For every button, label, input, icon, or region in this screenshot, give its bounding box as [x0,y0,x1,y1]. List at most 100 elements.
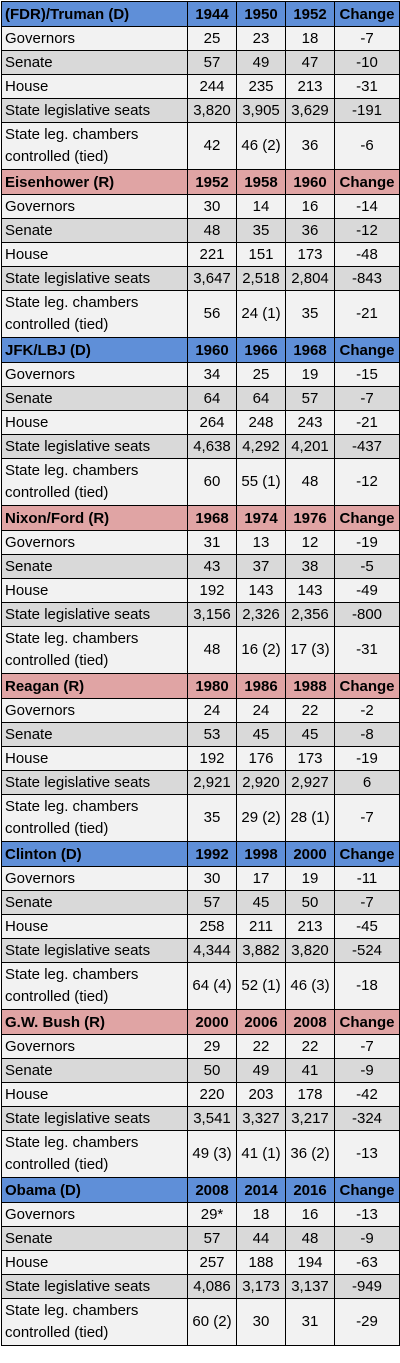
governors-row: Governors 29* 18 16 -13 [1,1202,400,1227]
senate-row: Senate 57 45 50 -7 [1,890,400,915]
year-value: 34 [187,362,237,387]
year-header: 2014 [236,1177,286,1203]
year-header: 1952 [285,1,335,27]
change-value: -13 [334,1130,400,1178]
administration-header-row: Reagan (R) 1980 1986 1988 Change [1,673,400,699]
year-value: 178 [285,1082,335,1107]
year-value: 264 [187,410,237,435]
change-value: -7 [334,386,400,411]
change-value: -7 [334,794,400,842]
governors-row: Governors 25 23 18 -7 [1,26,400,51]
change-value: -42 [334,1082,400,1107]
year-value: 23 [236,26,286,51]
change-value: -7 [334,890,400,915]
row-label: State legislative seats [1,266,188,291]
house-row: House 264 248 243 -21 [1,410,400,435]
state-seats-row: State legislative seats 4,086 3,173 3,137 -9… [1,1274,400,1299]
year-header: 2008 [187,1177,237,1203]
row-label: Senate [1,1058,188,1083]
senate-row: Senate 57 44 48 -9 [1,1226,400,1251]
row-label-line-1: State leg. chambers [5,1302,139,1319]
administration-header-row: JFK/LBJ (D) 1960 1966 1968 Change [1,337,400,363]
year-value: 57 [187,50,237,75]
change-header: Change [334,1009,400,1035]
year-value: 19 [285,866,335,891]
house-row: House 192 176 173 -19 [1,746,400,771]
row-label: State legislative seats [1,434,188,459]
chambers-row: State leg. chambers controlled (tied) 64 (… [1,962,400,1010]
row-label: House [1,74,188,99]
change-value: -12 [334,458,400,506]
row-label: House [1,1250,188,1275]
year-value: 188 [236,1250,286,1275]
year-value: 211 [236,914,286,939]
year-value: 192 [187,578,237,603]
change-value: -2 [334,698,400,723]
year-header: 1958 [236,169,286,195]
year-value: 12 [285,530,335,555]
year-value: 64 (4) [187,962,237,1010]
row-label: House [1,242,188,267]
year-value: 42 [187,122,237,170]
state-seats-row: State legislative seats 3,156 2,326 2,356 -8… [1,602,400,627]
row-label: House [1,578,188,603]
change-value: -19 [334,746,400,771]
year-value: 176 [236,746,286,771]
year-header: 1960 [187,337,237,363]
administration-name: JFK/LBJ (D) [1,337,188,363]
row-label-line-2: controlled (tied) [5,148,109,165]
year-value: 29* [187,1202,237,1227]
change-value: -21 [334,290,400,338]
year-value: 3,905 [236,98,286,123]
governors-row: Governors 30 14 16 -14 [1,194,400,219]
row-label: State legislative seats [1,1106,188,1131]
year-value: 35 [285,290,335,338]
row-label: Senate [1,890,188,915]
year-value: 44 [236,1226,286,1251]
year-header: 1960 [285,169,335,195]
year-value: 25 [187,26,237,51]
row-label-line-1: State leg. chambers [5,966,139,983]
year-value: 22 [285,698,335,723]
row-label: State leg. chambers controlled (tied) [1,794,188,842]
year-header: 1952 [187,169,237,195]
change-value: -15 [334,362,400,387]
senate-row: Senate 64 64 57 -7 [1,386,400,411]
row-label-line-1: State leg. chambers [5,462,139,479]
year-header: 2008 [285,1009,335,1035]
year-value: 14 [236,194,286,219]
year-header: 1974 [236,505,286,531]
year-value: 57 [285,386,335,411]
year-value: 60 (2) [187,1298,237,1346]
year-value: 3,647 [187,266,237,291]
year-value: 3,137 [285,1274,335,1299]
row-label-line-1: State leg. chambers [5,798,139,815]
change-value: -800 [334,602,400,627]
governors-row: Governors 29 22 22 -7 [1,1034,400,1059]
change-value: -949 [334,1274,400,1299]
row-label: State legislative seats [1,938,188,963]
house-row: House 258 211 213 -45 [1,914,400,939]
year-value: 16 [285,194,335,219]
row-label-line-2: controlled (tied) [5,1324,109,1341]
year-value: 18 [236,1202,286,1227]
administration-header-row: Eisenhower (R) 1952 1958 1960 Change [1,169,400,195]
year-header: 1998 [236,841,286,867]
change-value: -21 [334,410,400,435]
change-header: Change [334,841,400,867]
year-value: 48 [187,626,237,674]
year-value: 143 [236,578,286,603]
year-value: 2,921 [187,770,237,795]
change-header: Change [334,169,400,195]
administration-name: G.W. Bush (R) [1,1009,188,1035]
year-header: 1980 [187,673,237,699]
year-value: 2,356 [285,602,335,627]
row-label-line-1: State leg. chambers [5,1134,139,1151]
row-label: House [1,1082,188,1107]
year-value: 48 [285,458,335,506]
year-value: 3,156 [187,602,237,627]
change-value: -29 [334,1298,400,1346]
state-seats-row: State legislative seats 4,638 4,292 4,201 -4… [1,434,400,459]
administration-name: Reagan (R) [1,673,188,699]
